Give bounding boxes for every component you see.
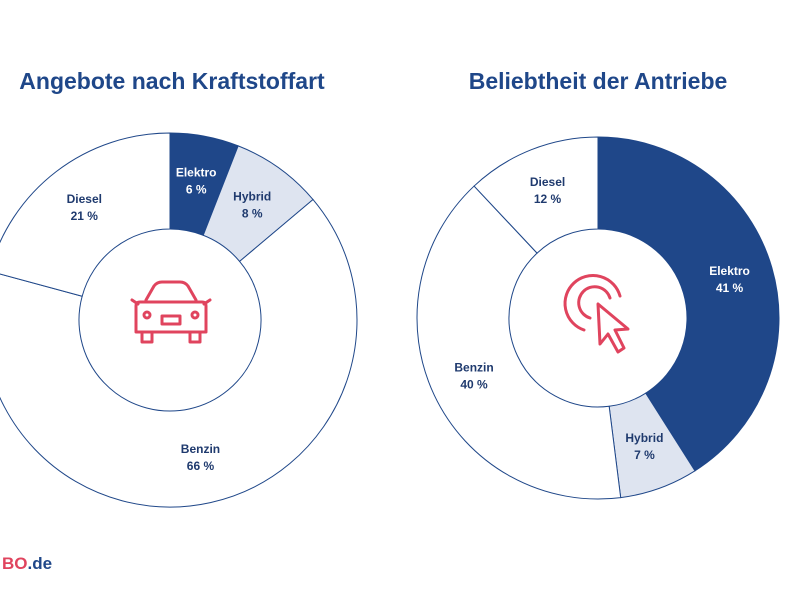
- slice-label: Benzin: [454, 361, 493, 375]
- value-label: 6 %: [186, 183, 207, 197]
- donut-slice: [0, 132, 171, 297]
- chart-title: Angebote nach Kraftstoffart: [19, 68, 325, 94]
- donut-slice: [597, 136, 780, 472]
- donut-slice: [416, 185, 622, 500]
- donut-slice: [473, 136, 599, 254]
- slice-label: Hybrid: [625, 431, 663, 445]
- slice-label: Hybrid: [233, 190, 271, 204]
- value-label: 40 %: [460, 378, 488, 392]
- click-icon: [563, 274, 630, 354]
- slice-label: Elektro: [709, 264, 750, 278]
- value-label: 21 %: [71, 209, 99, 223]
- slice-label: Diesel: [530, 175, 565, 189]
- logo-brand: BO: [2, 554, 28, 573]
- value-label: 66 %: [187, 459, 215, 473]
- value-label: 41 %: [716, 281, 744, 295]
- value-label: 8 %: [242, 207, 263, 221]
- value-label: 12 %: [534, 192, 562, 206]
- car-icon: [130, 280, 212, 344]
- donut-slice: [0, 198, 358, 508]
- slice-label: Elektro: [176, 166, 217, 180]
- logo-domain: .de: [28, 554, 53, 573]
- slice-label: Benzin: [181, 442, 220, 456]
- logo: BO.de: [2, 554, 52, 573]
- value-label: 7 %: [634, 448, 655, 462]
- slice-label: Diesel: [67, 192, 102, 206]
- chart-title: Beliebtheit der Antriebe: [469, 68, 728, 94]
